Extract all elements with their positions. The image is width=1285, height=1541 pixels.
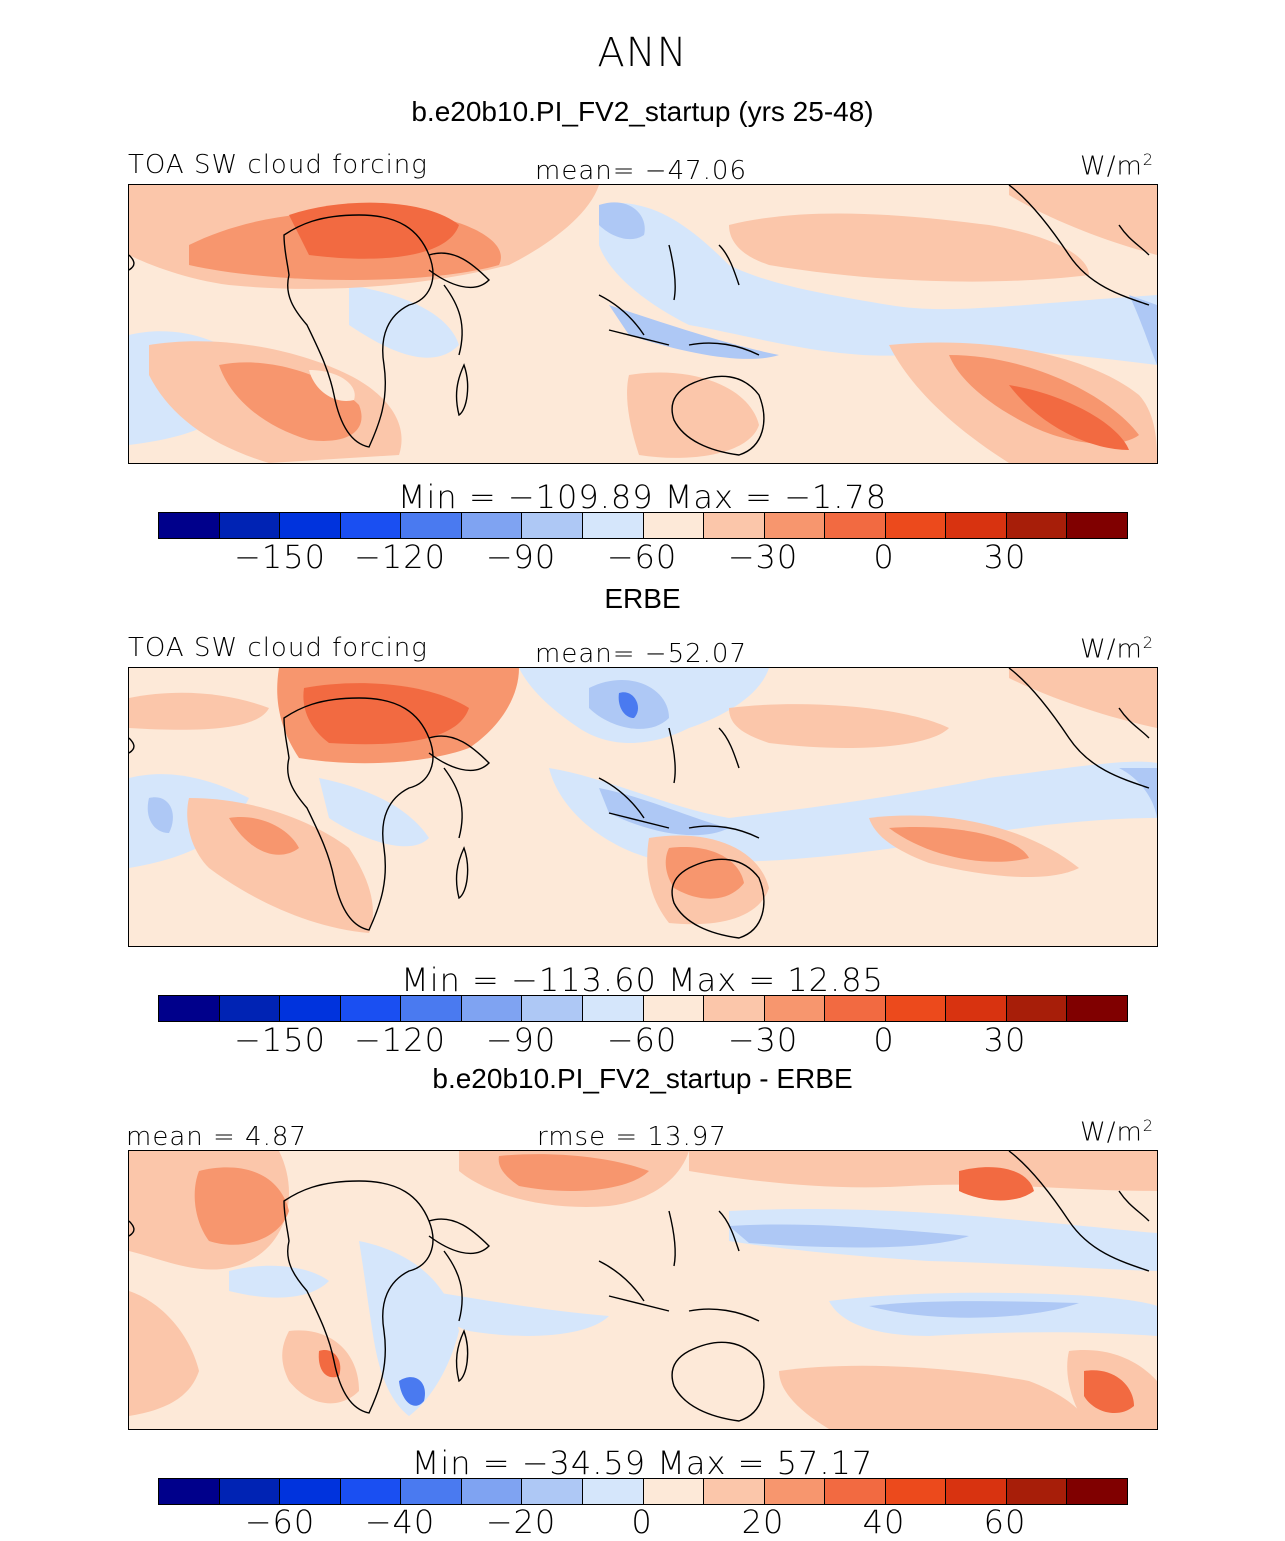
colorbar-swatch: [219, 513, 281, 538]
colorbar-swatch: [522, 1479, 583, 1504]
colorbar-swatch: [522, 513, 583, 538]
colorbar-swatch: [704, 1479, 765, 1504]
panel-2-colorbar: [158, 995, 1128, 1022]
panel-2-tick: 30: [983, 1021, 1027, 1059]
panel-3-tick: 40: [862, 1503, 906, 1541]
panel-2-tick: −120: [354, 1021, 446, 1059]
panel-3-tick: −60: [244, 1503, 316, 1541]
colorbar-swatch: [946, 1479, 1007, 1504]
colorbar-swatch: [461, 996, 523, 1021]
panel-1-tick: −60: [606, 538, 678, 576]
panel-1-tick: −30: [727, 538, 799, 576]
colorbar-swatch: [1006, 996, 1068, 1021]
panel-1-units: W/m2: [1080, 150, 1154, 182]
panel-2-tick: −60: [606, 1021, 678, 1059]
figure-title: ANN: [597, 30, 688, 76]
panel-3-tick: 0: [631, 1503, 653, 1541]
panel-2-mean-label: mean= −52.07: [535, 639, 748, 669]
colorbar-swatch: [643, 1479, 705, 1504]
panel-1-tick: −90: [485, 538, 557, 576]
panel-3-tick: 60: [983, 1503, 1027, 1541]
colorbar-swatch: [159, 1479, 220, 1504]
colorbar-swatch: [946, 996, 1007, 1021]
panel-2-tick: −150: [234, 1021, 326, 1059]
colorbar-swatch: [159, 996, 220, 1021]
panel-1-tick: 0: [873, 538, 895, 576]
colorbar-swatch: [1067, 513, 1127, 538]
panel-2-tick: −90: [485, 1021, 557, 1059]
panel-2-variable-label: TOA SW cloud forcing: [128, 633, 428, 663]
panel-3-rmse-label: rmse = 13.97: [537, 1122, 727, 1152]
colorbar-swatch: [401, 1479, 462, 1504]
colorbar-swatch: [582, 996, 644, 1021]
colorbar-swatch: [340, 513, 402, 538]
colorbar-swatch: [704, 996, 765, 1021]
panel-3-units: W/m2: [1080, 1116, 1154, 1148]
colorbar-swatch: [825, 996, 886, 1021]
panel-1-tick: −150: [234, 538, 326, 576]
panel-2-title: ERBE: [604, 583, 681, 614]
panel-1-colorbar: [158, 512, 1128, 539]
colorbar-swatch: [704, 513, 765, 538]
colorbar-swatch: [280, 996, 341, 1021]
panel-2-minmax: Min = −113.60 Max = 12.85: [401, 961, 884, 999]
panel-1-title: b.e20b10.PI_FV2_startup (yrs 25-48): [411, 96, 874, 127]
colorbar-swatch: [340, 1479, 402, 1504]
colorbar-swatch: [643, 513, 705, 538]
panel-2-tick: −30: [727, 1021, 799, 1059]
panel-1-tick: 30: [983, 538, 1027, 576]
colorbar-swatch: [159, 513, 220, 538]
colorbar-swatch: [825, 513, 886, 538]
colorbar-swatch: [885, 996, 947, 1021]
panel-1-variable-label: TOA SW cloud forcing: [128, 150, 428, 180]
colorbar-swatch: [764, 1479, 826, 1504]
colorbar-swatch: [582, 1479, 644, 1504]
colorbar-swatch: [461, 1479, 523, 1504]
colorbar-swatch: [885, 1479, 947, 1504]
colorbar-swatch: [401, 996, 462, 1021]
colorbar-swatch: [764, 513, 826, 538]
colorbar-swatch: [219, 996, 281, 1021]
colorbar-swatch: [280, 513, 341, 538]
colorbar-swatch: [1006, 513, 1068, 538]
colorbar-swatch: [582, 513, 644, 538]
colorbar-swatch: [340, 996, 402, 1021]
colorbar-swatch: [522, 996, 583, 1021]
panel-3-tick: 20: [741, 1503, 785, 1541]
panel-2-units: W/m2: [1080, 633, 1154, 665]
panel-1-map: [128, 184, 1158, 464]
colorbar-swatch: [764, 996, 826, 1021]
panel-3-tick: −40: [364, 1503, 436, 1541]
colorbar-swatch: [1067, 1479, 1127, 1504]
panel-2-tick: 0: [873, 1021, 895, 1059]
colorbar-swatch: [885, 513, 947, 538]
colorbar-swatch: [401, 513, 462, 538]
colorbar-swatch: [1067, 996, 1127, 1021]
panel-1-minmax: Min = −109.89 Max = −1.78: [397, 478, 888, 516]
panel-3-mean-label: mean = 4.87: [126, 1122, 307, 1152]
colorbar-swatch: [461, 513, 523, 538]
colorbar-swatch: [643, 996, 705, 1021]
colorbar-swatch: [946, 513, 1007, 538]
panel-3-title: b.e20b10.PI_FV2_startup - ERBE: [432, 1063, 853, 1094]
panel-2-map: [128, 667, 1158, 947]
panel-3-colorbar: [158, 1478, 1128, 1505]
colorbar-swatch: [219, 1479, 281, 1504]
panel-3-minmax: Min = −34.59 Max = 57.17: [411, 1444, 874, 1482]
colorbar-swatch: [1006, 1479, 1068, 1504]
panel-3-tick: −20: [485, 1503, 557, 1541]
panel-3-map: [128, 1150, 1158, 1430]
panel-1-mean-label: mean= −47.06: [535, 156, 748, 186]
colorbar-swatch: [825, 1479, 886, 1504]
colorbar-swatch: [280, 1479, 341, 1504]
panel-1-tick: −120: [354, 538, 446, 576]
